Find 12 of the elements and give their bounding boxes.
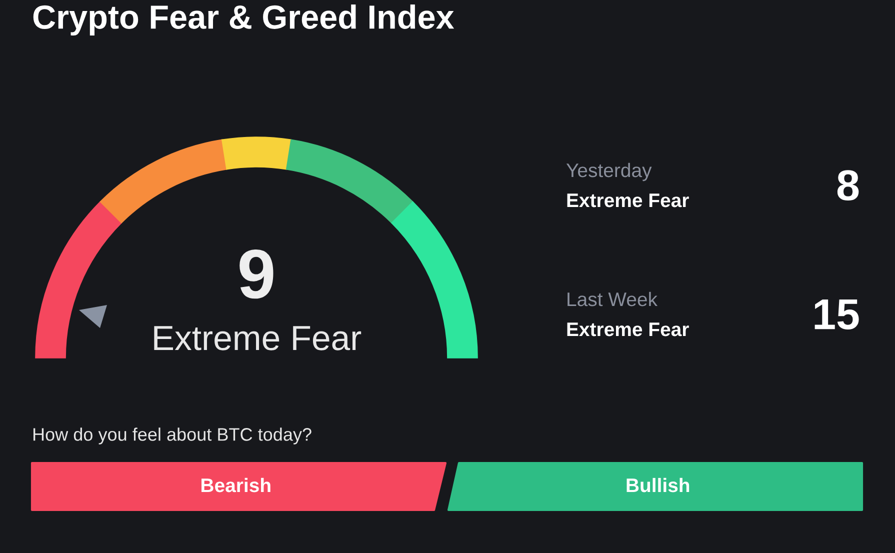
text: 9: [240, 249, 274, 299]
category-label: Yesterday: [566, 162, 652, 182]
category-label: Last Week: [568, 292, 658, 306]
text: Extreme Fear: [154, 326, 362, 350]
text: How do you feel about BTC today?: [33, 428, 312, 444]
category-label: Bullish: [626, 478, 690, 492]
category-label: Bearish: [202, 478, 270, 492]
data-label: 15: [814, 300, 859, 330]
text: Extreme Fear: [567, 322, 689, 336]
data-label: 8: [837, 170, 859, 201]
chart-title: Crypto Fear & Greed Index: [33, 4, 454, 36]
text: Extreme Fear: [567, 194, 689, 208]
